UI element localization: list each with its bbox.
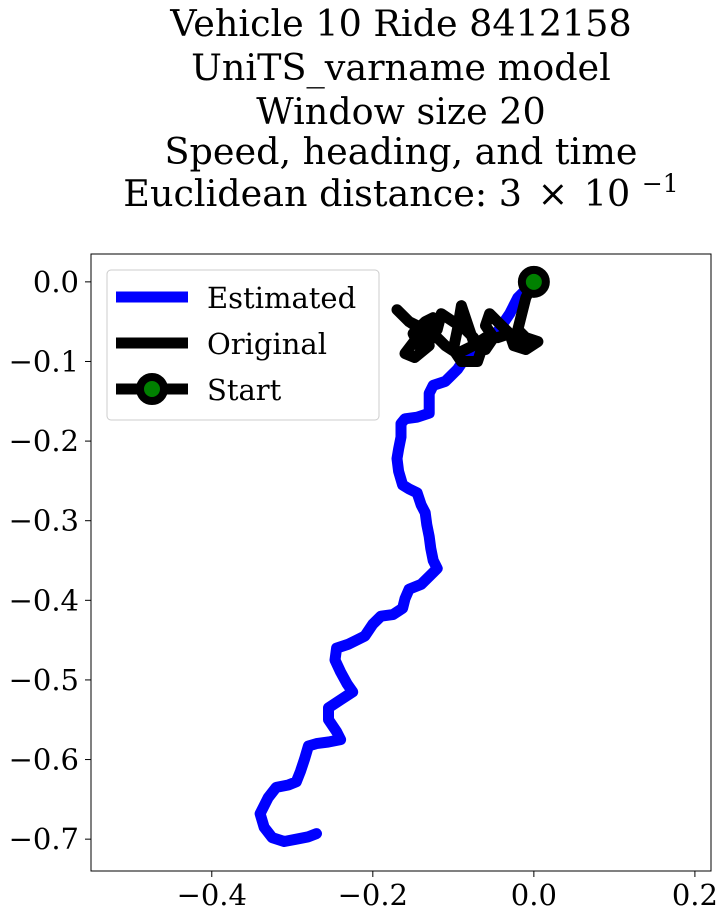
original-series-line (391, 276, 544, 367)
legend-start-marker (136, 373, 168, 405)
legend-original-label: Original (207, 327, 327, 361)
title-line-2: UniTS_varname model (191, 46, 611, 90)
y-tick-label: −0.1 (9, 344, 79, 378)
x-tick-label: 0.0 (511, 878, 557, 912)
title-line-1: Vehicle 10 Ride 8412158 (169, 2, 631, 45)
estimated-series-line (254, 276, 540, 847)
title-line-4: Speed, heading, and time (165, 130, 638, 173)
legend-frame (106, 269, 380, 421)
legend-estimated-label: Estimated (207, 281, 356, 315)
start-marker (517, 265, 550, 298)
plot-series (254, 265, 550, 847)
y-tick-label: −0.5 (9, 663, 79, 697)
title-line-3: Window size 20 (256, 90, 546, 133)
y-tick-label: −0.7 (9, 822, 79, 856)
y-tick-label: −0.3 (9, 504, 79, 538)
title-line-5: Euclidean distance: 3 × 10 −1 (123, 169, 678, 215)
x-tick-label: 0.2 (672, 878, 718, 912)
x-tick-label: −0.4 (177, 878, 247, 912)
y-tick-label: 0.0 (33, 265, 79, 299)
y-tick-label: −0.4 (9, 583, 79, 617)
distance-label-mantissa: 3 (499, 172, 522, 215)
y-tick-label: −0.2 (9, 424, 79, 458)
legend-start-label: Start (207, 373, 282, 407)
distance-label-times: × (538, 172, 569, 215)
x-axis: −0.4 −0.2 0.0 0.2 (177, 871, 718, 912)
legend: Estimated Original Start (106, 269, 380, 421)
distance-label-exponent: −1 (642, 169, 679, 198)
y-tick-label: −0.6 (9, 743, 79, 777)
chart-title: Vehicle 10 Ride 8412158 UniTS_varname mo… (123, 2, 678, 215)
x-tick-label: −0.2 (338, 878, 408, 912)
distance-label-base: 10 (584, 172, 630, 215)
distance-label-prefix: Euclidean distance: (123, 172, 498, 215)
y-axis: 0.0 −0.1 −0.2 −0.3 −0.4 −0.5 −0.6 −0.7 (9, 265, 91, 856)
